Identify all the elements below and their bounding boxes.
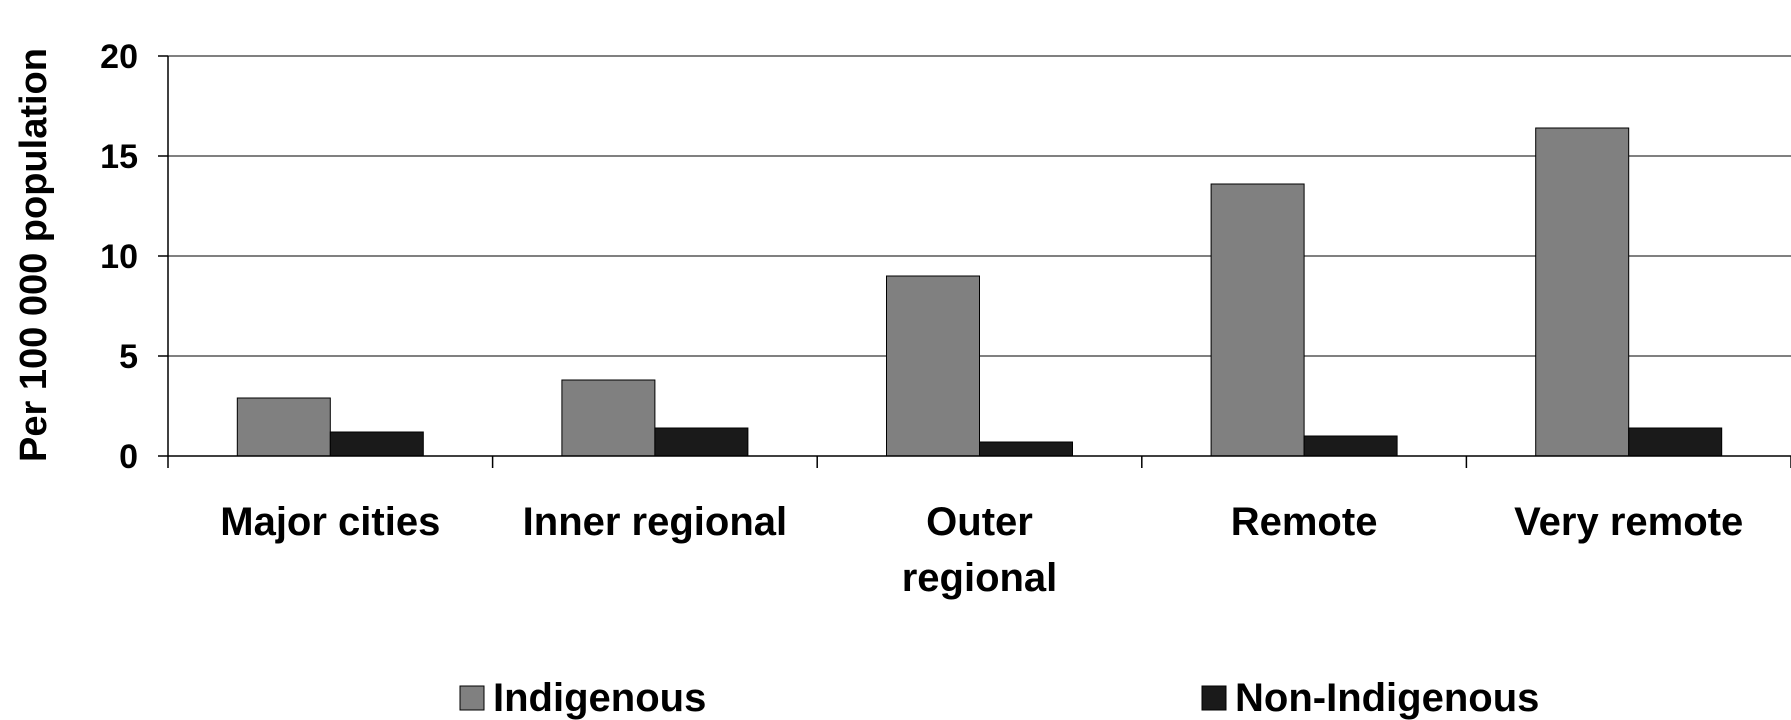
bar-non-indigenous-1 (654, 427, 749, 457)
legend-swatch-non-indigenous (1201, 685, 1227, 711)
category-label-3: Remote (1231, 500, 1378, 544)
category-label-4: Very remote (1514, 500, 1743, 544)
y-tick-label-3: 15 (100, 138, 138, 176)
bar-non-indigenous-2 (979, 441, 1073, 457)
y-axis-title: Per 100 000 population (13, 48, 55, 462)
bar-non-indigenous-3 (1303, 435, 1398, 457)
legend-label-indigenous: Indigenous (493, 676, 706, 720)
bar-indigenous-4 (1535, 127, 1630, 457)
axes (158, 55, 1791, 468)
y-tick-label-1: 5 (119, 338, 138, 376)
category-label-1: Inner regional (523, 500, 788, 544)
y-tick-label-0: 0 (119, 438, 138, 476)
bar-indigenous-2 (886, 275, 980, 457)
y-tick-label-2: 10 (100, 238, 138, 276)
bar-indigenous-3 (1210, 183, 1305, 457)
bar-non-indigenous-0 (329, 431, 424, 457)
category-label-2: Outer regional (902, 500, 1058, 600)
y-tick-labels: 0 5 10 15 20 (100, 38, 138, 476)
x-category-labels: Major cities Inner regional Outer regional R… (220, 500, 1743, 600)
bars (236, 127, 1723, 457)
bar-indigenous-0 (236, 397, 331, 457)
bar-indigenous-1 (561, 379, 656, 457)
legend: Indigenous Non-Indigenous (459, 676, 1539, 720)
legend-swatch-indigenous (459, 685, 485, 711)
bar-non-indigenous-4 (1628, 427, 1723, 457)
category-label-0: Major cities (220, 500, 440, 544)
y-tick-label-4: 20 (100, 38, 138, 76)
legend-label-non-indigenous: Non-Indigenous (1235, 676, 1539, 720)
